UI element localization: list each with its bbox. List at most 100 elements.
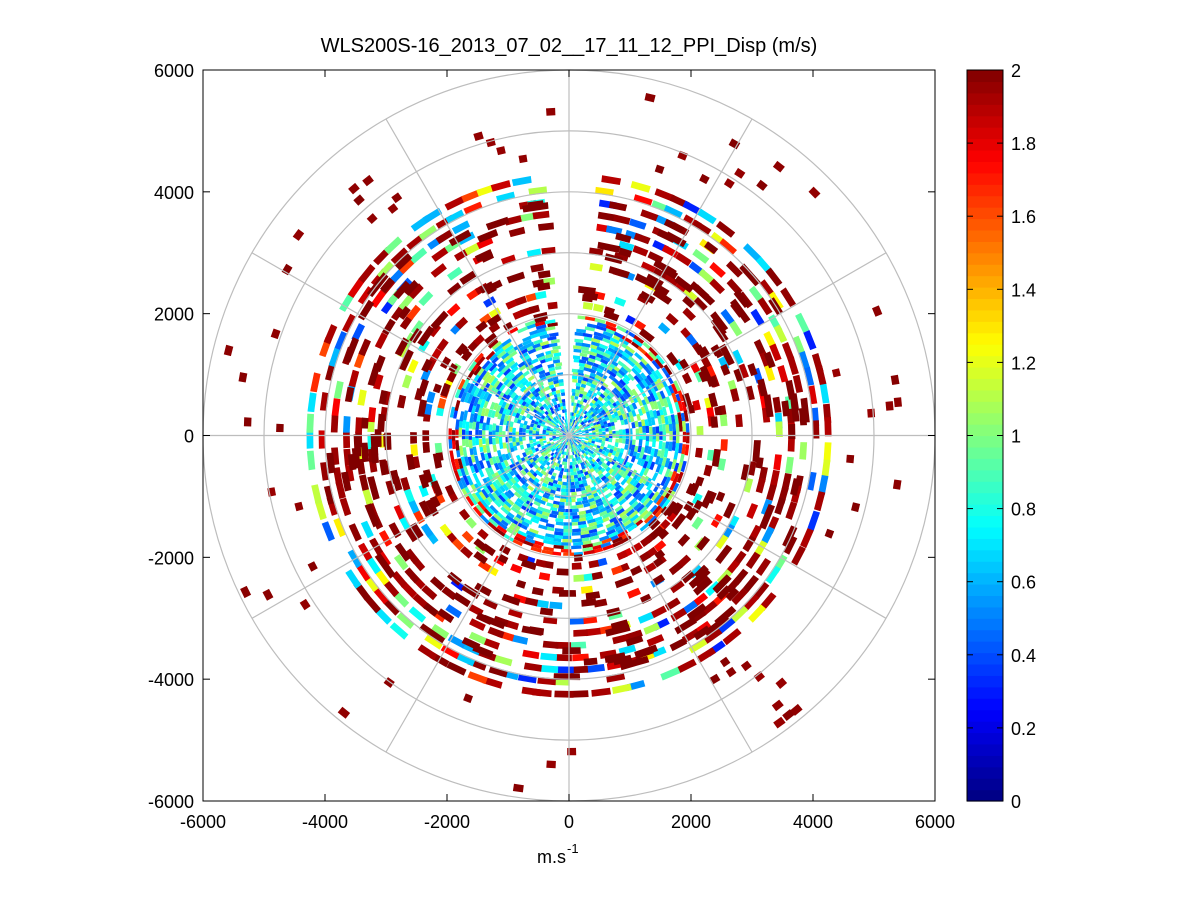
- inner-data-cell: [521, 475, 529, 483]
- inner-data-cell: [557, 477, 563, 482]
- inner-data-cell: [591, 380, 598, 386]
- inner-data-cell: [584, 326, 596, 332]
- inner-data-cell: [530, 381, 537, 388]
- inner-data-cell: [537, 355, 546, 361]
- inner-data-cell: [547, 484, 553, 490]
- mid-data-cell: [755, 457, 764, 469]
- ring-data-cell: [682, 200, 703, 216]
- inner-data-cell: [629, 415, 635, 423]
- inner-data-cell: [474, 455, 480, 465]
- ring-data-cell: [377, 261, 395, 280]
- inner-data-cell: [514, 500, 523, 508]
- inner-data-cell: [625, 405, 632, 413]
- inner-data-cell: [541, 452, 547, 458]
- inner-data-cell: [561, 399, 566, 403]
- colorbar-swatch: [967, 492, 1003, 505]
- inner-data-cell: [518, 436, 523, 442]
- ring-data-cell: [613, 214, 631, 225]
- ring-data-cell: [523, 662, 542, 672]
- inner-data-cell: [599, 401, 605, 407]
- mid-data-cell: [618, 247, 633, 258]
- inner-data-cell: [585, 438, 589, 441]
- inner-data-cell: [552, 444, 556, 448]
- inner-data-cell: [561, 461, 565, 466]
- inner-data-cell: [517, 530, 528, 538]
- inner-data-cell: [530, 546, 542, 553]
- inner-data-cell: [611, 413, 616, 420]
- inner-data-cell: [541, 343, 551, 350]
- inner-data-cell: [573, 471, 578, 476]
- inner-data-cell: [512, 378, 521, 386]
- inner-data-cell: [524, 456, 530, 462]
- inner-data-cell: [562, 405, 566, 410]
- inner-data-cell: [558, 501, 565, 506]
- inner-data-cell: [562, 481, 567, 486]
- inner-data-cell: [519, 478, 526, 485]
- inner-data-cell: [669, 479, 677, 491]
- inner-data-cell: [589, 450, 594, 455]
- ring-data-cell: [634, 320, 647, 331]
- inner-data-cell: [451, 459, 457, 472]
- inner-data-cell: [508, 525, 519, 534]
- inner-data-cell: [509, 464, 516, 471]
- outer-data-cell: [463, 693, 473, 704]
- inner-data-cell: [449, 450, 455, 462]
- inner-data-cell: [532, 430, 536, 434]
- inner-data-cell: [498, 436, 503, 443]
- inner-data-cell: [544, 405, 550, 411]
- inner-data-cell: [626, 508, 636, 517]
- ring-data-cell: [775, 421, 783, 437]
- ring-data-cell: [643, 622, 661, 635]
- ring-data-cell: [818, 475, 829, 495]
- inner-data-cell: [656, 495, 665, 506]
- inner-data-cell: [485, 445, 491, 454]
- inner-data-cell: [589, 406, 595, 412]
- inner-data-cell: [587, 440, 592, 443]
- inner-data-cell: [495, 404, 502, 413]
- inner-data-cell: [544, 393, 550, 399]
- mid-data-cell: [716, 585, 732, 601]
- mid-data-cell: [423, 602, 439, 617]
- colorbar-tick-label: 1.2: [1011, 353, 1036, 373]
- mid-data-cell: [681, 570, 696, 584]
- inner-data-cell: [601, 382, 609, 389]
- inner-data-cell: [513, 417, 519, 424]
- inner-data-cell: [602, 330, 614, 338]
- inner-data-cell: [513, 343, 524, 351]
- inner-data-cell: [569, 438, 571, 442]
- inner-data-cell: [616, 508, 625, 516]
- inner-data-cell: [589, 500, 597, 506]
- inner-data-cell: [530, 400, 536, 406]
- ring-data-cell: [482, 676, 503, 689]
- inner-data-cell: [571, 545, 582, 550]
- inner-data-cell: [501, 351, 511, 360]
- inner-data-cell: [598, 431, 603, 435]
- inner-data-cell: [631, 439, 636, 446]
- mid-data-cell: [630, 565, 643, 576]
- inner-data-cell: [588, 354, 597, 360]
- outer-data-cell: [337, 706, 351, 719]
- inner-data-cell: [675, 424, 680, 434]
- inner-data-cell: [475, 429, 479, 439]
- inner-data-cell: [551, 537, 562, 543]
- ring-data-cell: [803, 366, 815, 386]
- inner-data-cell: [579, 442, 583, 446]
- inner-data-cell: [591, 440, 595, 444]
- colorbar-swatch: [967, 743, 1003, 756]
- ring-data-cell: [573, 574, 585, 582]
- inner-data-cell: [578, 393, 584, 398]
- inner-data-cell: [590, 458, 596, 464]
- inner-data-cell: [588, 428, 592, 432]
- ring-data-cell: [731, 588, 748, 606]
- inner-data-cell: [627, 484, 635, 493]
- inner-data-cell: [502, 354, 512, 364]
- inner-data-cell: [561, 450, 564, 455]
- inner-data-cell: [463, 392, 471, 403]
- inner-data-cell: [519, 351, 529, 359]
- inner-data-cell: [534, 387, 541, 393]
- inner-data-cell: [456, 478, 465, 490]
- inner-data-cell: [578, 524, 588, 529]
- inner-data-cell: [607, 444, 612, 449]
- ring-data-cell: [608, 201, 628, 212]
- ring-data-cell: [311, 484, 323, 505]
